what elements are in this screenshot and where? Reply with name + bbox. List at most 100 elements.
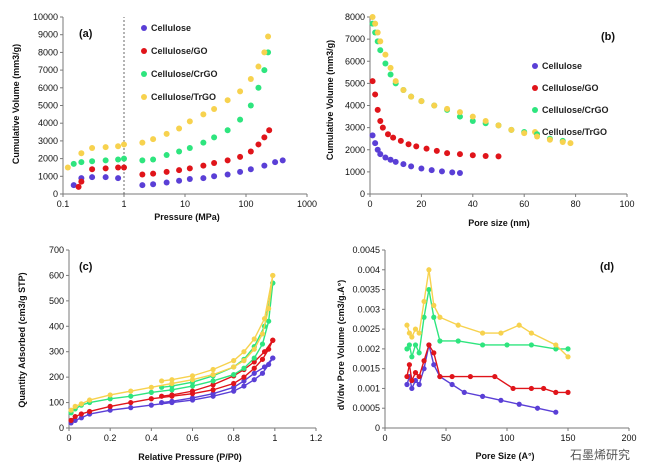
panel-a-point-cellulose-crgo: [200, 139, 207, 146]
panel-d-y-tick-label: 0.0025: [352, 324, 380, 334]
panel-a-point-cellulose-trgo: [255, 63, 262, 70]
panel-b-point-cellulose-trgo: [382, 51, 389, 58]
panel-c-point-cellulose-trgo: [78, 401, 84, 407]
panel-a-point-cellulose-crgo: [70, 160, 77, 167]
panel-d-x-tick-label: 50: [441, 433, 451, 443]
panel-d: (d) Pore Size (A°) dV/dw Pore Volume (cm…: [336, 245, 637, 461]
panel-d-point-cellulose-trgo: [412, 326, 419, 332]
panel-d-xlabel: Pore Size (A°): [475, 451, 534, 461]
panel-c-point-cellulose-crgo: [148, 389, 154, 395]
panel-a-point-cellulose: [139, 182, 146, 189]
panel-c-y-tick-label: 400: [49, 321, 64, 331]
panel-c-point-cellulose-go: [148, 396, 154, 402]
panel-b-point-cellulose-trgo: [374, 29, 381, 36]
panel-a-point-cellulose: [247, 166, 254, 173]
panel-c-point-cellulose-trgo: [231, 358, 237, 364]
panel-a-point-cellulose-go: [237, 153, 244, 160]
panel-d-point-cellulose-trgo: [498, 330, 504, 336]
panel-b-point-cellulose-go: [456, 151, 463, 158]
panel-d-line-cellulose: [406, 344, 556, 413]
panel-a-point-cellulose: [70, 182, 77, 189]
panel-c-point-cellulose-go: [261, 349, 268, 355]
panel-d-label: (d): [600, 261, 614, 273]
panel-c-point-cellulose-go: [78, 411, 84, 417]
panel-c-point-cellulose: [241, 378, 247, 384]
panel-c-point-cellulose-crgo: [231, 372, 237, 378]
panel-b-point-cellulose-crgo: [377, 47, 384, 54]
panel-d-point-cellulose-trgo: [480, 330, 486, 336]
panel-a-point-cellulose-crgo: [163, 152, 170, 159]
panel-c-point-cellulose-trgo: [261, 316, 268, 322]
panel-a-point-cellulose: [279, 157, 286, 164]
panel-c-line-cellulose-trgo-des: [161, 275, 274, 382]
panel-b-point-cellulose-go: [495, 153, 502, 160]
panel-b-point-cellulose: [369, 132, 376, 139]
legend-b-cellulose: Cellulose: [542, 61, 582, 71]
panel-b-point-cellulose: [449, 169, 456, 176]
panel-d-y-tick-label: 0: [375, 423, 380, 433]
panel-c-point-cellulose-go: [128, 399, 134, 406]
panel-b-point-cellulose-go: [397, 137, 404, 144]
panel-a-point-cellulose-trgo: [247, 75, 254, 82]
panel-d-point-cellulose-trgo: [437, 314, 443, 320]
panel-c-ylabel: Quantity Adsorbed (cm3/g STP): [17, 272, 27, 407]
panel-a-point-cellulose: [176, 177, 183, 184]
panel-d-point-cellulose: [412, 377, 419, 384]
panel-c-point-cellulose: [231, 384, 237, 390]
legend-b-swatch-cellulose: [532, 63, 538, 69]
panel-b-point-cellulose-trgo: [387, 64, 394, 71]
panel-a-point-cellulose-crgo: [139, 157, 146, 164]
panel-a-x-tick-label: 1000: [297, 199, 317, 209]
panel-d-point-cellulose-trgo: [516, 322, 522, 328]
panel-c-point-cellulose-crgo: [169, 387, 175, 393]
panel-c-point-cellulose-crgo: [128, 393, 134, 399]
legend-a-swatch-cellulose: [141, 25, 147, 31]
panel-b-point-cellulose-go: [379, 124, 386, 131]
panel-a-point-cellulose-go: [261, 134, 268, 141]
panel-d-point-cellulose-go: [409, 377, 415, 384]
panel-d-point-cellulose-go: [406, 362, 412, 368]
panel-a-x-tick-label: 10: [180, 199, 190, 209]
panel-d-line-cellulose-trgo: [406, 269, 569, 358]
panel-b-point-cellulose-trgo: [431, 102, 438, 109]
panel-c-point-cellulose-go: [241, 374, 247, 380]
panel-d-point-cellulose: [421, 366, 427, 372]
watermark: 石墨烯研究: [570, 447, 630, 462]
panel-c-point-cellulose-crgo: [107, 396, 113, 402]
panel-c-point-cellulose: [189, 395, 196, 401]
panel-b-xlabel: Pore size (nm): [468, 218, 530, 228]
panel-b-point-cellulose: [456, 169, 463, 176]
panel-b-point-cellulose: [382, 154, 389, 161]
legend-a-cellulose: Cellulose: [151, 23, 191, 33]
panel-b-point-cellulose-go: [390, 134, 397, 141]
panel-c-x-tick-label: 0.6: [186, 433, 199, 443]
panel-c-y-tick-label: 200: [49, 372, 64, 382]
panel-d-point-cellulose-crgo: [431, 314, 437, 320]
panel-b-y-tick-label: 1000: [345, 167, 365, 177]
panel-d-point-cellulose-go: [426, 342, 432, 348]
panel-b-point-cellulose: [438, 168, 445, 175]
panel-b-point-cellulose-go: [369, 78, 376, 85]
panel-b-point-cellulose-go: [482, 152, 489, 159]
panel-a-point-cellulose-crgo: [115, 156, 122, 163]
panel-b-point-cellulose: [372, 140, 379, 147]
panel-d-y-tick-label: 0.0035: [352, 285, 380, 295]
panel-c-point-cellulose-crgo: [189, 383, 196, 389]
panel-d-y-tick-label: 0.003: [357, 304, 380, 314]
panel-b-point-cellulose-go: [372, 91, 379, 98]
panel-d-point-cellulose-go: [528, 385, 535, 392]
panel-a-point-cellulose: [150, 181, 157, 188]
panel-c-point-cellulose: [128, 405, 134, 411]
panel-d-y-tick-label: 0.001: [357, 383, 380, 393]
panel-d-point-cellulose-go: [510, 385, 516, 392]
legend-a-trgo: Cellulose/TrGO: [151, 92, 216, 102]
panel-c-point-cellulose-go: [72, 413, 78, 420]
panel-d-point-cellulose-go: [437, 373, 443, 380]
panel-c-x-tick-label: 1.2: [310, 433, 323, 443]
panel-d-point-cellulose-trgo: [421, 298, 427, 305]
panel-a-y-tick-label: 4000: [38, 118, 58, 128]
panel-a-point-cellulose-crgo: [78, 159, 85, 166]
panel-c-point-cellulose-crgo: [241, 365, 247, 371]
panel-a-point-cellulose-go: [176, 167, 183, 174]
panel-c-line-cellulose-go-ads: [70, 339, 274, 421]
